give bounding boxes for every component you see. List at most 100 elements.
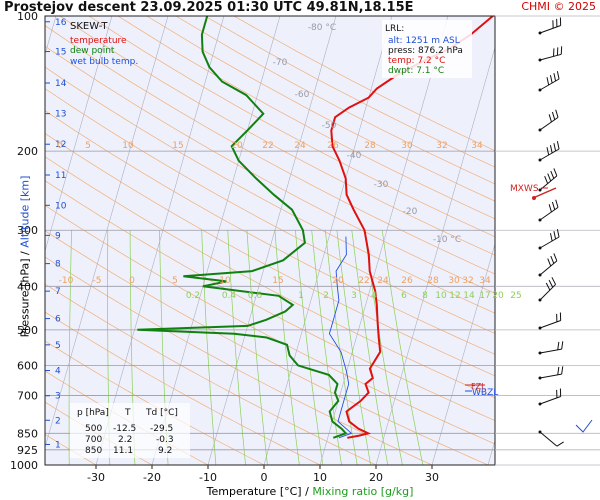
dry-adiabat-label: -10 xyxy=(59,276,74,286)
mixing-ratio-label: 10 xyxy=(435,291,447,301)
mixing-ratio-label: 0.6 xyxy=(248,291,263,301)
dry-adiabat-label: 20 xyxy=(231,141,243,151)
altitude-tick-label: 14 xyxy=(55,79,67,89)
wind-barb-feather xyxy=(551,277,557,285)
wind-barb-shaft xyxy=(539,431,558,447)
mixing-ratio-label: 17 xyxy=(479,291,490,301)
mixing-ratio-label: 4 xyxy=(371,291,377,301)
mixing-ratio-label: 1 xyxy=(298,291,304,301)
wind-barb-feather xyxy=(547,258,552,267)
plot-frame xyxy=(44,15,496,466)
dry-adiabat-label: 5 xyxy=(85,141,91,151)
dry-adiabat xyxy=(59,16,495,256)
dry-adiabat-label: 10 xyxy=(219,276,231,286)
dry-adiabat xyxy=(45,133,495,377)
temp-tick-label: 30 xyxy=(425,471,439,484)
dry-adiabat xyxy=(45,156,495,399)
x-axis-label-mixing: Mixing ratio [g/kg] xyxy=(312,485,414,498)
dry-adiabat xyxy=(117,16,495,220)
wind-barb-shaft xyxy=(539,53,562,61)
wind-barb-shaft xyxy=(539,236,560,249)
legend-title: SKEW-T xyxy=(70,21,108,32)
isotherm xyxy=(45,16,113,253)
wind-barb-feather xyxy=(549,145,553,154)
wind-barb-feather xyxy=(546,77,550,86)
mixing-ratio-label: 6 xyxy=(401,291,407,301)
wind-barb-dot xyxy=(538,430,542,434)
legend: SKEW-T temperature dew point wet bulb te… xyxy=(70,21,138,67)
isotherm xyxy=(375,46,495,465)
table-cell: 500 xyxy=(85,424,102,434)
dry-adiabat-label: 0 xyxy=(129,276,135,286)
isotherm-label: -40 xyxy=(347,151,362,161)
wind-barb-feather xyxy=(553,253,558,262)
wind-barb xyxy=(538,277,557,302)
table-cell: 2.2 xyxy=(118,435,132,445)
y-axis-label-pressure: Pressure [hPa] xyxy=(18,258,32,338)
mixing-ratio-line xyxy=(227,230,246,465)
wind-barb-dot xyxy=(538,376,542,380)
wind-barb-feather xyxy=(548,114,552,123)
lrl-press: press: 876.2 hPa xyxy=(388,46,463,56)
dry-adiabat-label: 34 xyxy=(471,141,483,151)
temp-tick-label: -20 xyxy=(143,471,161,484)
wind-barb-dot xyxy=(538,351,542,355)
wind-barb-feather xyxy=(557,366,560,375)
legend-temperature: temperature xyxy=(70,36,127,46)
isotherm-label: -60 xyxy=(295,90,310,100)
wind-barb-dot xyxy=(538,326,542,330)
levels-table: p [hPa] T Td [°C] 500 -12.5 -29.5 700 2.… xyxy=(70,403,190,458)
pressure-tick-label: 500 xyxy=(17,324,38,337)
wind-barb-feather xyxy=(556,441,564,447)
pressure-tick-label: 700 xyxy=(17,389,38,402)
dry-adiabat-label: 5 xyxy=(172,276,178,286)
wind-barb xyxy=(538,312,562,330)
wind-barb-feather xyxy=(549,233,553,242)
wind-barb-feather xyxy=(550,170,555,179)
dry-adiabat xyxy=(45,25,495,275)
isotherm-label: -20 xyxy=(403,207,418,217)
dry-adiabat xyxy=(88,16,495,238)
wind-barb-feather xyxy=(561,341,564,350)
mixing-ratio-label: 12 xyxy=(449,291,460,301)
wind-barb-dot xyxy=(538,128,542,132)
wind-barb xyxy=(538,341,564,355)
pressure-tick-label: 850 xyxy=(17,427,38,440)
mixing-ratio-line xyxy=(381,230,424,465)
wind-barb-shaft xyxy=(539,348,562,354)
wind-barb xyxy=(538,366,564,380)
wind-barb-feather xyxy=(553,143,557,152)
dry-adiabat xyxy=(45,180,495,421)
altitude-tick-label: 11 xyxy=(55,171,66,181)
mixing-ratio-label: 8 xyxy=(422,291,428,301)
mixing-ratio-label: 14 xyxy=(463,291,475,301)
dry-adiabat-label: 15 xyxy=(172,141,183,151)
wind-barb-shaft xyxy=(539,206,559,221)
dry-adiabat xyxy=(45,88,495,334)
wind-barb-feather xyxy=(556,229,560,238)
wind-barb-dot xyxy=(538,188,542,192)
dry-adiabat-label: 24 xyxy=(377,276,389,286)
temp-tick-label: -10 xyxy=(199,471,217,484)
dry-adiabat-label: 0 xyxy=(57,141,63,151)
wind-barb-dot xyxy=(538,402,542,406)
table-cell: -29.5 xyxy=(150,424,173,434)
table-cell: 11.1 xyxy=(113,446,133,456)
dry-adiabat-label: 34 xyxy=(479,276,491,286)
y-axis-label-sep: / xyxy=(18,251,32,255)
wind-barb-feather xyxy=(561,366,564,375)
mixing-ratio-label: 3 xyxy=(351,291,357,301)
lrl-box: LRL: alt: 1251 m ASL press: 876.2 hPa te… xyxy=(382,20,472,78)
mixing-ratio-line xyxy=(336,230,371,465)
wind-barb-dot xyxy=(538,158,542,162)
altitude-tick-label: 3 xyxy=(55,392,61,402)
mixing-ratio-line xyxy=(246,230,268,465)
mixing-ratio-line xyxy=(311,230,342,465)
wind-barb xyxy=(538,430,564,447)
altitude-tick-label: 5 xyxy=(55,341,61,351)
mixing-ratio-label: 0.4 xyxy=(222,291,237,301)
mixing-ratio-line xyxy=(351,230,389,465)
table-cell: 850 xyxy=(85,446,102,456)
wind-barb-feather xyxy=(553,73,557,82)
